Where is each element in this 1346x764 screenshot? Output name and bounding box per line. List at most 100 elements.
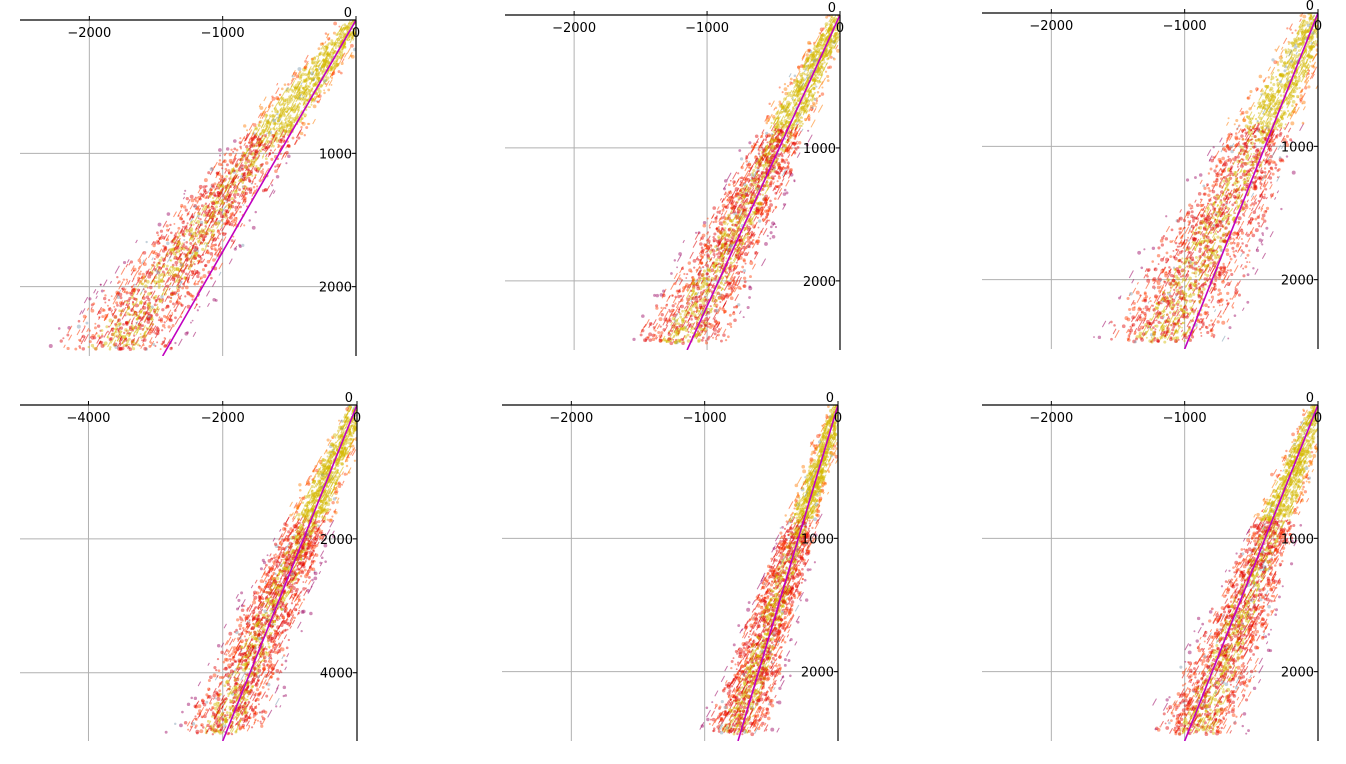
data-point [228, 192, 233, 199]
data-point [801, 71, 805, 75]
data-point [141, 275, 146, 282]
data-point [310, 71, 315, 76]
data-point [278, 126, 281, 129]
data-point [176, 236, 180, 239]
data-point [763, 196, 768, 201]
data-point [212, 199, 215, 203]
data-point [151, 323, 154, 326]
data-point [143, 330, 147, 335]
data-point [727, 266, 732, 271]
data-point [723, 293, 728, 301]
data-point [734, 214, 738, 217]
data-point [169, 249, 174, 254]
data-point [200, 260, 204, 264]
data-point [264, 169, 268, 176]
data-point [753, 233, 756, 238]
data-point [739, 179, 742, 183]
data-point [201, 268, 206, 272]
data-point [728, 281, 732, 285]
data-point [196, 214, 200, 218]
data-point [221, 194, 225, 197]
data-point [208, 210, 213, 217]
data-point [776, 180, 779, 183]
data-point [112, 296, 118, 305]
data-point [724, 245, 727, 248]
data-point [705, 298, 708, 301]
data-point [324, 76, 327, 79]
data-point [785, 109, 789, 113]
data-point [206, 290, 211, 297]
data-point [103, 279, 108, 287]
data-point [179, 257, 183, 261]
data-point [748, 200, 752, 205]
data-point [760, 206, 765, 212]
data-point [262, 168, 265, 171]
data-point [789, 83, 792, 86]
data-point [181, 233, 185, 237]
data-point [674, 340, 678, 345]
data-point [262, 143, 266, 147]
data-point [168, 248, 173, 252]
data-point [348, 35, 352, 39]
data-point [142, 312, 146, 315]
data-point [333, 64, 337, 68]
data-point [644, 338, 648, 342]
data-point [329, 65, 334, 70]
data-point [222, 222, 227, 230]
data-point [775, 185, 779, 189]
data-point [822, 27, 825, 30]
data-point [345, 28, 349, 32]
data-point [329, 55, 335, 63]
data-point [787, 116, 792, 120]
data-point [720, 212, 724, 216]
data-point [741, 189, 747, 197]
data-point [156, 253, 161, 257]
data-point [254, 157, 258, 161]
data-point [780, 158, 785, 163]
data-point [335, 58, 339, 63]
data-point [734, 253, 738, 257]
data-point [699, 261, 704, 265]
data-point [159, 278, 164, 283]
data-point [279, 152, 282, 156]
data-point [144, 308, 149, 316]
data-point [262, 123, 267, 129]
data-point [758, 159, 764, 167]
data-point [748, 220, 752, 223]
data-point [161, 298, 165, 301]
data-point [231, 190, 234, 194]
data-point [212, 207, 216, 211]
data-point [209, 245, 213, 249]
data-point [736, 280, 741, 287]
data-point [168, 251, 173, 255]
data-point [300, 90, 304, 94]
data-point [161, 264, 166, 268]
data-point [730, 265, 733, 269]
data-point [782, 110, 785, 113]
data-point [253, 151, 257, 155]
data-point [267, 127, 272, 135]
data-point [735, 264, 739, 270]
data-point [712, 327, 717, 332]
data-point [198, 184, 203, 189]
data-point [773, 158, 777, 163]
data-point [725, 234, 728, 236]
data-point [161, 324, 166, 328]
data-point [739, 287, 742, 291]
data-point [239, 178, 243, 182]
data-point [757, 152, 761, 155]
data-point [147, 315, 152, 319]
data-point [186, 259, 189, 262]
data-point [811, 106, 814, 109]
data-point [186, 249, 191, 256]
data-point [786, 130, 791, 137]
data-point [157, 279, 162, 284]
data-point [330, 50, 336, 59]
data-point [234, 209, 237, 212]
data-point [755, 240, 758, 243]
data-point [828, 53, 832, 57]
data-point [724, 262, 730, 270]
data-point [753, 251, 759, 260]
data-point [727, 214, 730, 218]
data-point [753, 215, 758, 222]
